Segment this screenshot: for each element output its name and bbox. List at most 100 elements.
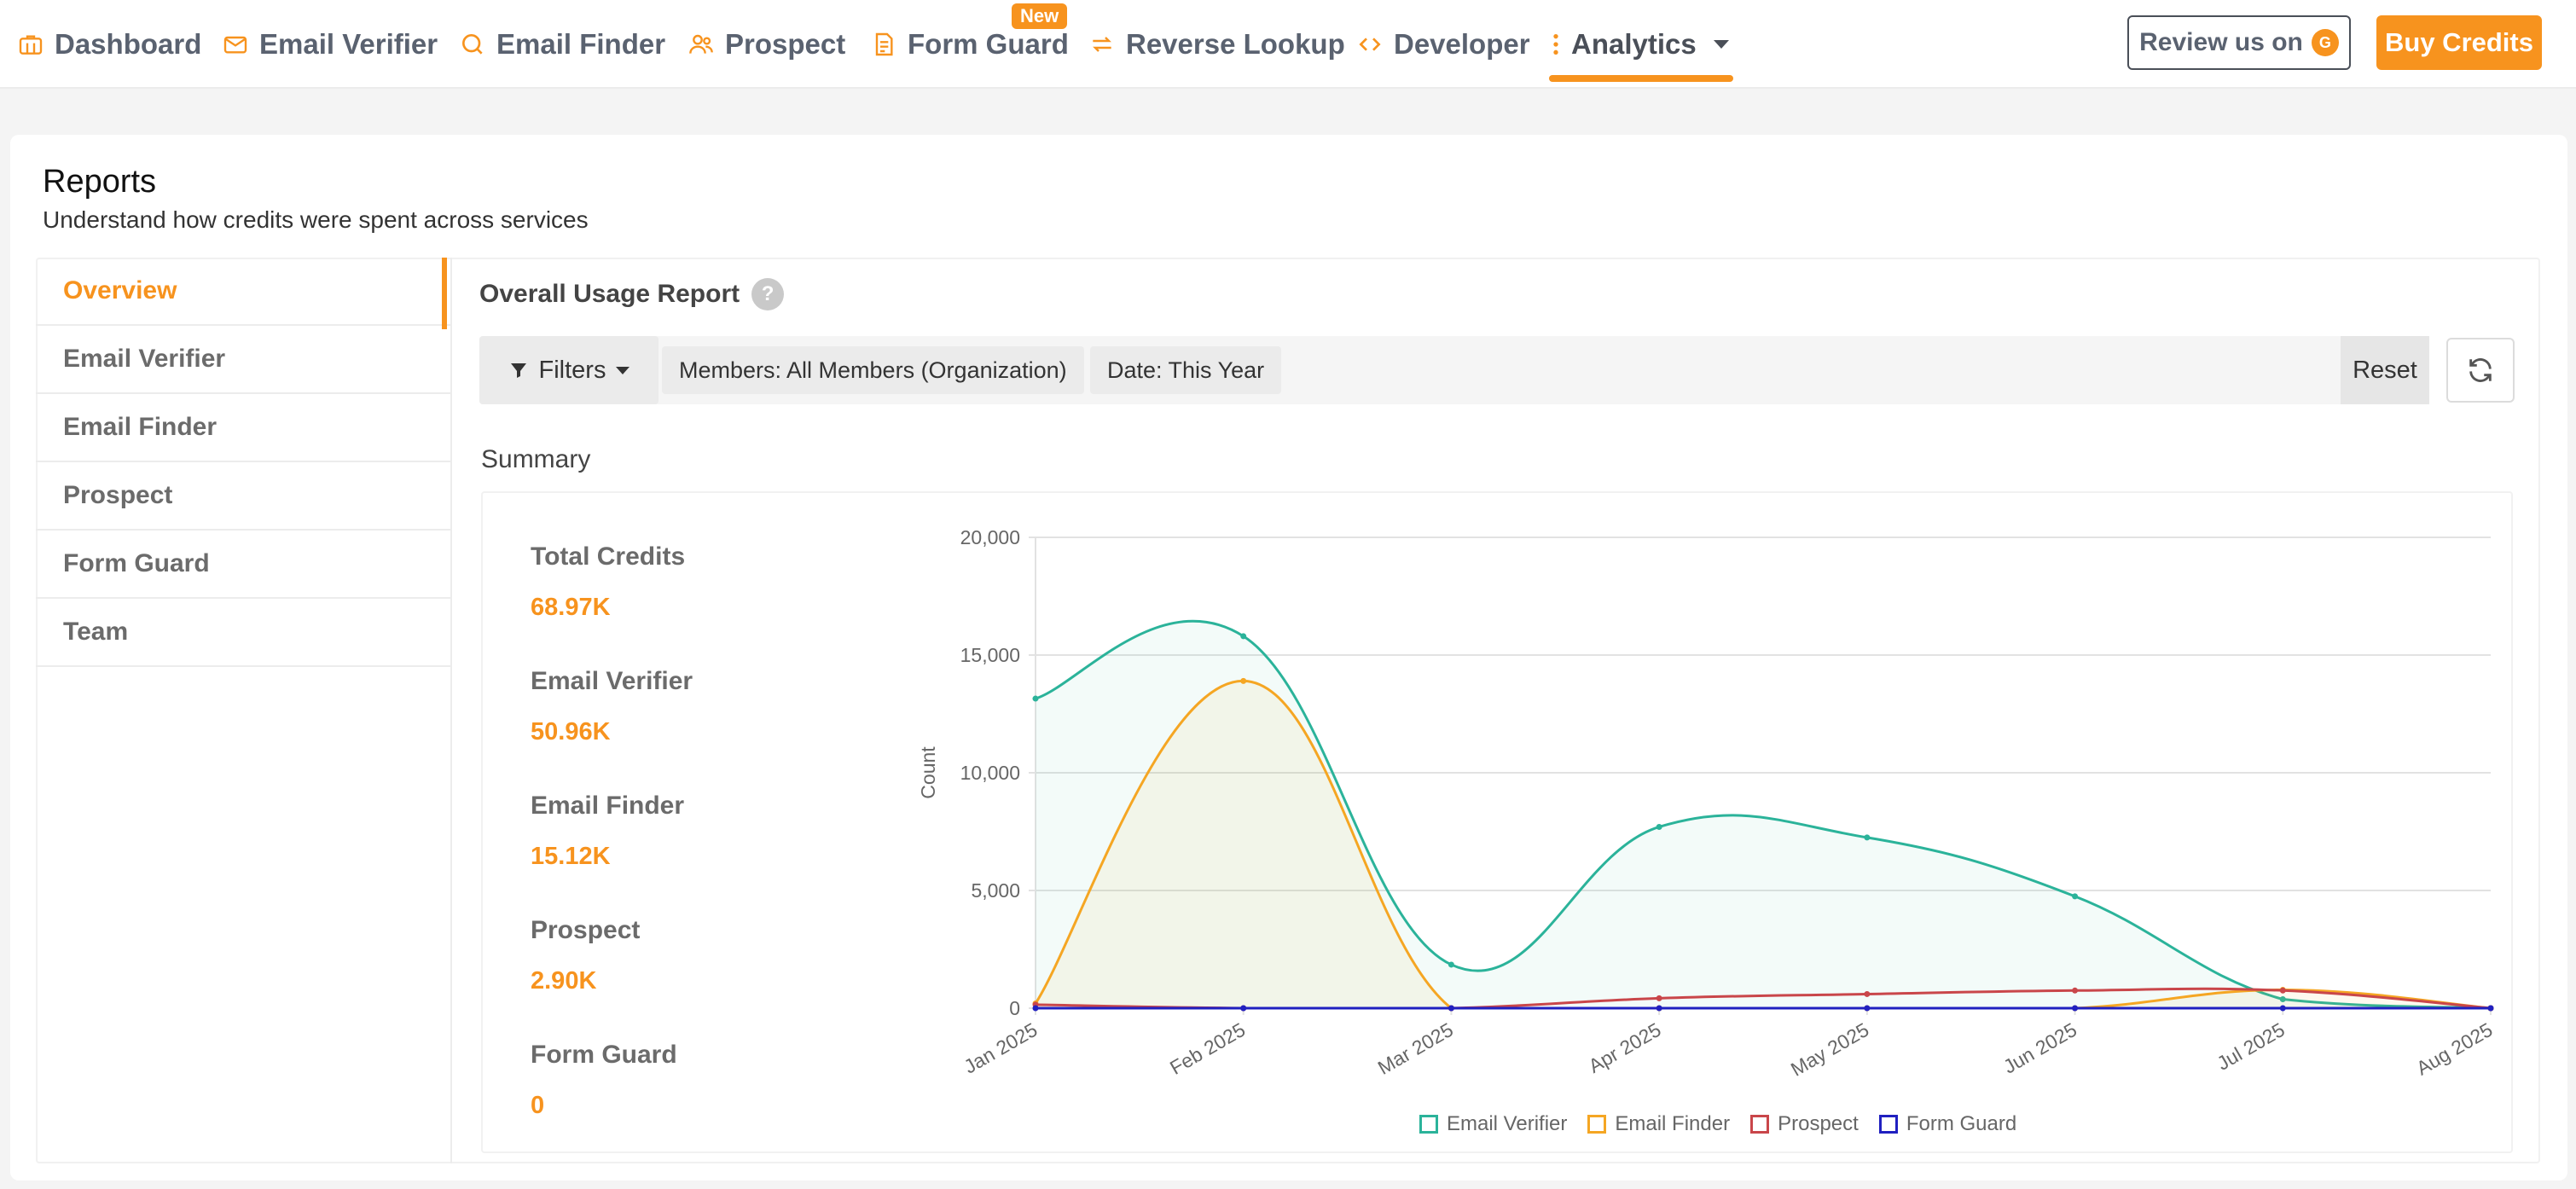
sidebar-item-overview[interactable]: Overview [36,258,450,326]
y-tick-label: 20,000 [960,526,1020,548]
nav-email-finder-label: Email Finder [496,28,666,60]
report-title-text: Overall Usage Report [479,280,740,308]
refresh-button[interactable] [2446,338,2515,403]
email-verifier-point [1032,695,1039,702]
nav-dashboard[interactable]: Dashboard [17,0,201,89]
x-tick-label: Jun 2025 [1999,1018,2080,1078]
summary-heading: Summary [481,445,591,473]
legend-item-prospect[interactable]: Prospect [1750,1112,1859,1136]
nav-analytics[interactable]: Analytics [1551,0,1729,89]
stat-prospect-value: 2.90K [531,967,597,995]
y-axis-label: Count [917,746,939,799]
nav-form-guard[interactable]: Form Guard [870,0,1069,89]
form-guard-point [1864,1005,1871,1012]
email-verifier-point [2279,996,2286,1003]
prospect-point [2279,987,2286,994]
form-icon [870,31,897,58]
report-title: Overall Usage Report ? [479,278,785,310]
report-container [36,258,2540,1163]
page-subtitle: Understand how credits were spent across… [43,206,589,233]
nav-prospect[interactable]: Prospect [688,0,845,89]
sidebar-item-team[interactable]: Team [36,599,450,667]
help-icon[interactable]: ? [751,278,785,310]
date-filter-chip[interactable]: Date: This Year [1090,346,1282,394]
nav-reverse-lookup[interactable]: Reverse Lookup [1088,0,1345,89]
legend-label: Form Guard [1906,1112,2017,1135]
email-finder-area [1036,681,2491,1008]
nav-reverse-lookup-label: Reverse Lookup [1126,28,1345,60]
review-us-label: Review us on [2139,28,2303,56]
nav-dashboard-label: Dashboard [55,28,202,60]
envelope-icon [222,31,249,58]
legend-label: Email Finder [1615,1112,1731,1135]
top-navigation: Dashboard Email Verifier Email Finder Pr… [0,0,2576,89]
form-guard-point [2072,1005,2079,1012]
chart-legend: Email Verifier Email Finder Prospect Form G… [1419,1109,2023,1140]
stat-form-guard-label: Form Guard [531,1041,677,1069]
y-tick-label: 5,000 [971,879,1020,902]
sidebar-item-email-verifier[interactable]: Email Verifier [36,326,450,394]
members-filter-chip[interactable]: Members: All Members (Organization) [662,346,1084,394]
nav-email-finder[interactable]: Email Finder [459,0,665,89]
x-tick-label: Jul 2025 [2213,1018,2288,1075]
legend-swatch [1750,1115,1770,1134]
email-verifier-point [1864,834,1871,841]
reset-button[interactable]: Reset [2341,336,2429,404]
stat-total-credits-value: 68.97K [531,594,611,621]
filters-dropdown[interactable]: Filters [479,336,659,404]
users-icon [688,31,715,58]
stat-email-verifier-value: 50.96K [531,718,611,745]
email-verifier-point [1240,633,1247,640]
legend-item-form-guard[interactable]: Form Guard [1878,1112,2017,1136]
y-tick-label: 15,000 [960,644,1020,666]
prospect-point [1656,995,1662,1001]
filter-icon [510,363,526,378]
legend-item-email-finder[interactable]: Email Finder [1587,1112,1730,1136]
dots-vertical-icon [1551,31,1561,58]
active-tab-indicator [1549,75,1733,82]
form-guard-point [2279,1005,2286,1012]
chevron-down-icon [1713,40,1729,49]
page-title: Reports [43,164,157,200]
swap-arrows-icon [1088,31,1116,58]
form-guard-point [1448,1005,1454,1012]
new-badge: New [1012,3,1068,29]
nav-developer[interactable]: Developer [1356,0,1530,89]
email-finder-point [1240,677,1247,684]
form-guard-point [2487,1005,2494,1012]
legend-swatch [1878,1115,1898,1134]
sidebar-item-prospect[interactable]: Prospect [36,462,450,531]
stat-email-verifier-label: Email Verifier [531,667,693,695]
form-guard-point [1032,1005,1039,1012]
form-guard-point [1240,1005,1247,1012]
review-us-button[interactable]: Review us on G [2127,15,2351,70]
reports-card [10,135,2567,1180]
g2-logo-icon: G [2311,29,2339,56]
nav-email-verifier[interactable]: Email Verifier [222,0,438,89]
x-tick-label: Aug 2025 [2412,1018,2496,1080]
sidebar-item-form-guard[interactable]: Form Guard [36,531,450,599]
nav-prospect-label: Prospect [725,28,846,60]
stat-email-finder-label: Email Finder [531,792,685,820]
sidebar-item-email-finder[interactable]: Email Finder [36,394,450,462]
sidebar-active-indicator [442,258,447,329]
legend-item-email-verifier[interactable]: Email Verifier [1419,1112,1567,1136]
buy-credits-button[interactable]: Buy Credits [2376,15,2542,70]
code-icon [1356,31,1384,58]
form-guard-point [1656,1005,1662,1012]
email-verifier-line [1035,619,2492,1010]
briefcase-icon [17,31,44,58]
x-tick-label: Apr 2025 [1585,1018,1665,1077]
stat-email-finder-value: 15.12K [531,843,611,870]
search-icon [459,31,486,58]
nav-developer-label: Developer [1394,28,1530,60]
legend-label: Prospect [1778,1112,1859,1135]
email-verifier-point [1448,961,1454,968]
stat-total-credits-label: Total Credits [531,542,686,571]
usage-line-chart: 0 5,000 10,000 15,000 20,000 Count Jan 2025 Feb… [917,526,2497,1081]
x-tick-label: Feb 2025 [1166,1018,1249,1079]
x-tick-label: Jan 2025 [960,1018,1041,1078]
filters-label: Filters [538,356,606,384]
legend-label: Email Verifier [1447,1112,1568,1135]
x-tick-label: May 2025 [1787,1018,1872,1081]
